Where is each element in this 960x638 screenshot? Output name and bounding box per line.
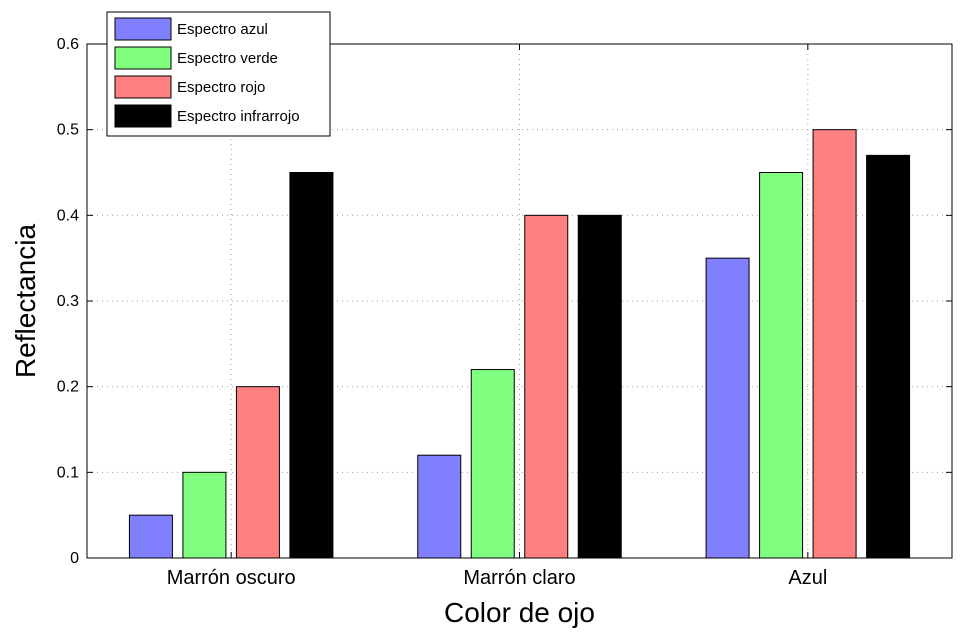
bar-espectro-infrarrojo bbox=[577, 214, 622, 559]
legend-label: Espectro verde bbox=[177, 50, 278, 67]
legend-swatch bbox=[114, 75, 172, 99]
bar-espectro-azul bbox=[417, 454, 462, 559]
bar-espectro-infrarrojo bbox=[866, 154, 911, 559]
legend-label: Espectro infrarrojo bbox=[177, 108, 300, 125]
legend-swatch bbox=[114, 46, 172, 70]
y-tick-label: 0.3 bbox=[57, 293, 79, 310]
bar-espectro-azul bbox=[128, 514, 173, 559]
bar-espectro-infrarrojo bbox=[289, 172, 334, 559]
x-tick-label: Azul bbox=[788, 567, 827, 589]
y-tick-label: 0.4 bbox=[57, 207, 79, 224]
bars bbox=[128, 129, 911, 559]
y-tick-label: 0.1 bbox=[57, 464, 79, 481]
legend-label: Espectro rojo bbox=[177, 79, 265, 96]
legend-label: Espectro azul bbox=[177, 21, 268, 38]
y-tick-label: 0.2 bbox=[57, 379, 79, 396]
legend-swatch bbox=[114, 104, 172, 128]
bar-espectro-azul bbox=[705, 257, 750, 559]
y-axis: 0 0.1 0.2 0.3 0.4 0.5 0.6 bbox=[57, 36, 952, 567]
bar-espectro-verde bbox=[182, 471, 227, 559]
legend-swatch bbox=[114, 17, 172, 41]
x-tick-label: Marrón oscuro bbox=[167, 567, 296, 589]
x-tick-label: Marrón claro bbox=[463, 567, 575, 589]
y-tick-label: 0 bbox=[70, 550, 79, 567]
x-axis-title: Color de ojo bbox=[444, 597, 595, 628]
y-tick-label: 0.6 bbox=[57, 36, 79, 53]
bar-espectro-rojo bbox=[524, 214, 569, 559]
bar-espectro-rojo bbox=[812, 129, 857, 559]
x-axis: Marrón oscuro Marrón claro Azul bbox=[167, 567, 828, 589]
legend: Espectro azul Espectro verde Espectro rojo… bbox=[106, 11, 331, 137]
y-tick-label: 0.5 bbox=[57, 122, 79, 139]
y-axis-title: Reflectancia bbox=[10, 224, 41, 379]
bar-espectro-verde bbox=[759, 172, 804, 559]
bar-espectro-rojo bbox=[235, 386, 280, 559]
bar-espectro-verde bbox=[470, 369, 515, 559]
